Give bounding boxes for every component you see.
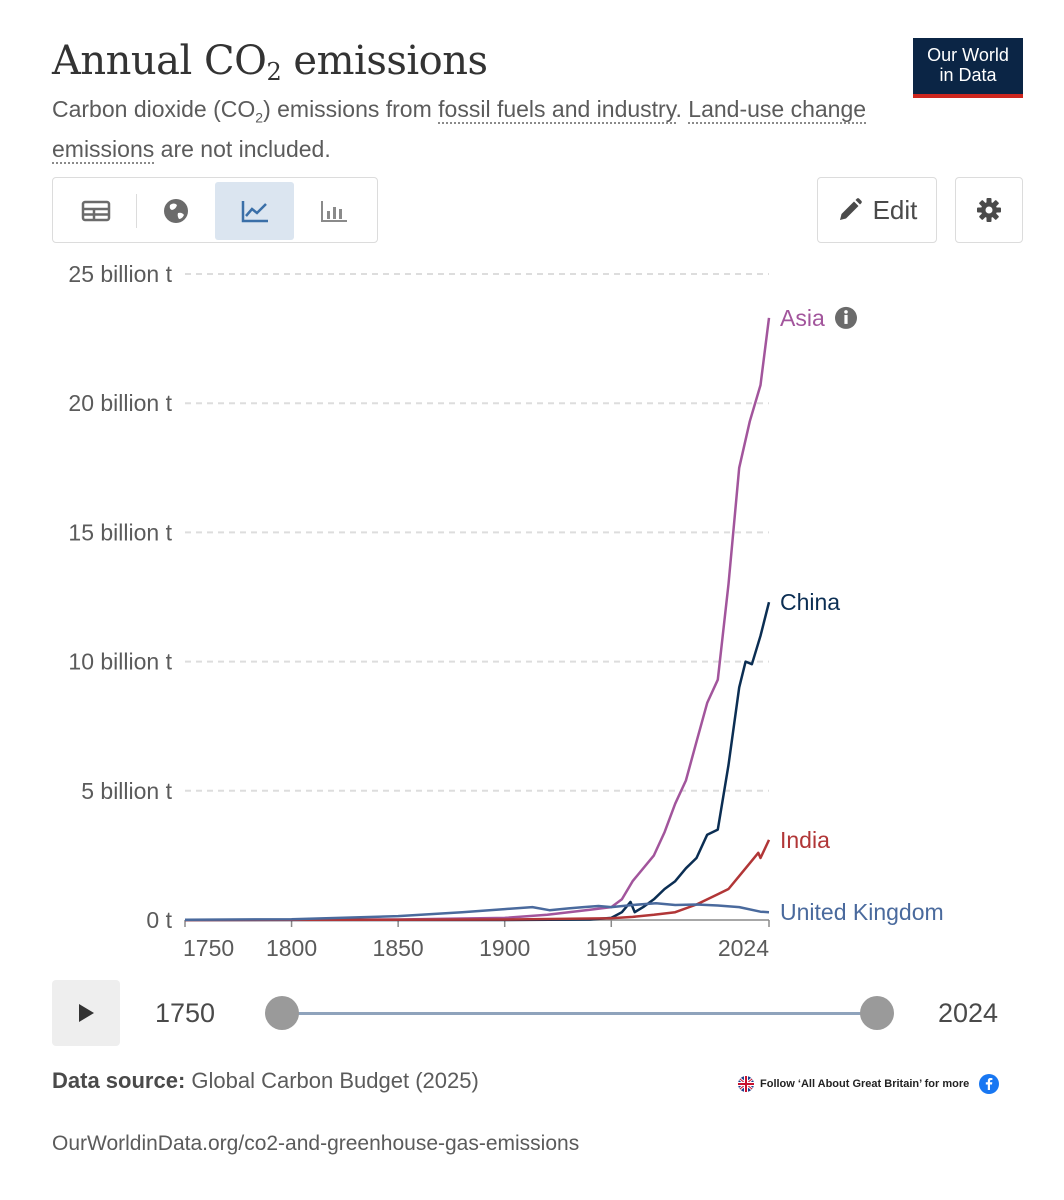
source-url[interactable]: OurWorldinData.org/co2-and-greenhouse-ga… bbox=[52, 1132, 580, 1155]
chart-title: Annual CO2 emissions bbox=[52, 38, 488, 86]
chart-view-tabs bbox=[52, 177, 378, 243]
union-flag-icon bbox=[738, 1076, 754, 1092]
y-tick-label: 5 billion t bbox=[81, 778, 172, 804]
info-icon-dot bbox=[844, 310, 848, 314]
timeline-end-handle[interactable] bbox=[860, 996, 894, 1030]
land-use-link[interactable]: Land-use change emissions bbox=[52, 96, 867, 164]
play-icon bbox=[79, 1004, 94, 1022]
series-line-china bbox=[185, 601, 771, 922]
timeline-start-handle[interactable] bbox=[265, 996, 299, 1030]
x-tick-label: 1900 bbox=[479, 935, 530, 961]
edit-label: Edit bbox=[872, 194, 918, 225]
x-tick-label: 1950 bbox=[586, 935, 637, 961]
tab-chart[interactable] bbox=[215, 182, 295, 240]
series-label-china: China bbox=[780, 589, 840, 615]
tab-table[interactable] bbox=[57, 182, 136, 240]
tab-divider bbox=[135, 194, 137, 228]
fossil-fuels-link[interactable]: fossil fuels and industry bbox=[438, 96, 676, 124]
x-tick-label: 2024 bbox=[718, 935, 769, 961]
bar-chart-icon bbox=[320, 201, 347, 222]
y-tick-label: 15 billion t bbox=[68, 519, 172, 545]
x-tick-label: 1850 bbox=[373, 935, 424, 961]
owid-logo[interactable]: Our World in Data bbox=[913, 38, 1023, 98]
data-source: Data source: Global Carbon Budget (2025) bbox=[52, 1068, 479, 1093]
info-icon-stem bbox=[844, 314, 848, 324]
series-label-asia: Asia bbox=[780, 305, 825, 331]
facebook-icon[interactable] bbox=[979, 1074, 1000, 1094]
series-line-asia bbox=[184, 317, 771, 922]
y-tick-label: 25 billion t bbox=[68, 261, 172, 287]
timeline-start-label: 1750 bbox=[155, 998, 216, 1028]
table-icon bbox=[82, 200, 111, 222]
line-chart: 0 t 5 billion t 10 billion t 15 billion t 20… bbox=[68, 261, 944, 961]
timeline-track[interactable] bbox=[282, 1012, 877, 1015]
y-tick-label: 10 billion t bbox=[68, 649, 172, 675]
globe-icon bbox=[164, 199, 189, 223]
edit-button[interactable]: Edit bbox=[817, 177, 937, 243]
tab-map[interactable] bbox=[137, 182, 216, 240]
tab-bar[interactable] bbox=[294, 182, 373, 240]
line-chart-icon bbox=[241, 201, 268, 223]
y-tick-label: 0 t bbox=[146, 907, 172, 933]
series-line-india bbox=[184, 839, 771, 922]
x-tick-label: 1800 bbox=[266, 935, 317, 961]
series-label-india: India bbox=[780, 827, 830, 853]
series-line-united-kingdom bbox=[184, 901, 770, 921]
y-tick-label: 20 billion t bbox=[68, 390, 172, 416]
play-button[interactable] bbox=[52, 980, 120, 1046]
timeline-end-label: 2024 bbox=[938, 998, 999, 1028]
settings-button[interactable] bbox=[955, 177, 1023, 243]
promo-note: Follow ‘All About Great Britain’ for mor… bbox=[738, 1074, 1000, 1094]
x-tick-label: 1750 bbox=[183, 935, 234, 961]
chart-subtitle: Carbon dioxide (CO2) emissions from foss… bbox=[52, 96, 867, 164]
pencil-icon bbox=[839, 198, 862, 220]
series-label-united-kingdom: United Kingdom bbox=[780, 899, 944, 925]
gear-icon bbox=[977, 198, 1001, 222]
